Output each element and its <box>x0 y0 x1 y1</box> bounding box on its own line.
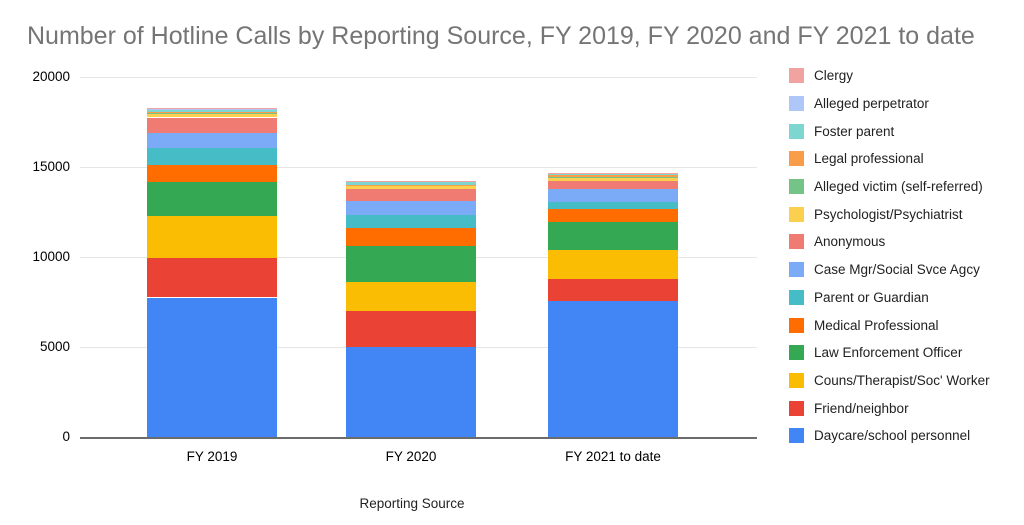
bar-segment-1-11[interactable] <box>346 181 476 185</box>
bar-segment-1-12[interactable] <box>346 181 476 182</box>
bar-segment-2-9[interactable] <box>548 177 678 178</box>
y-axis-tick-label: 10000 <box>32 249 70 264</box>
bar-segment-0-5[interactable] <box>147 148 277 165</box>
x-axis-title: Reporting Source <box>359 496 465 511</box>
legend-label: Couns/Therapist/Soc' Worker <box>814 372 990 388</box>
bar-segment-2-12[interactable] <box>548 173 678 174</box>
legend-swatch-icon <box>789 206 804 222</box>
legend-item[interactable]: Foster parent <box>789 117 990 145</box>
bar-segment-2-3[interactable] <box>548 222 678 251</box>
legend-item[interactable]: Clergy <box>789 62 990 90</box>
legend-swatch-icon <box>789 400 804 416</box>
x-axis-tick-label: FY 2021 to date <box>565 449 661 464</box>
legend-label: Daycare/school personnel <box>814 428 971 444</box>
bar-segment-1-5[interactable] <box>346 214 476 228</box>
legend-item[interactable]: Law Enforcement Officer <box>789 339 990 367</box>
legend-swatch-icon <box>789 345 804 361</box>
legend-swatch-icon <box>789 234 804 250</box>
legend-label: Clergy <box>814 68 854 84</box>
bar-segment-0-12[interactable] <box>147 108 277 110</box>
bar-segment-2-6[interactable] <box>548 188 678 202</box>
bar-segment-0-4[interactable] <box>147 165 277 182</box>
bar-segment-2-4[interactable] <box>548 209 678 223</box>
y-axis-tick-label: 20000 <box>32 69 70 84</box>
bar-segment-2-7[interactable] <box>548 180 678 189</box>
bar-segment-0-13[interactable] <box>147 108 277 109</box>
bar-segment-2-13[interactable] <box>548 172 678 174</box>
bar-segment-2-5[interactable] <box>548 201 678 210</box>
bar-segment-1-2[interactable] <box>346 282 476 311</box>
legend-label: Friend/neighbor <box>814 400 909 416</box>
bar-segment-2-0[interactable] <box>548 301 678 437</box>
bar-segment-1-0[interactable] <box>346 347 476 437</box>
x-axis-line <box>80 437 757 439</box>
legend-label: Foster parent <box>814 123 895 139</box>
legend-item[interactable]: Friend/neighbor <box>789 394 990 422</box>
legend-item[interactable]: Alleged victim (self-referred) <box>789 173 990 201</box>
legend-item[interactable]: Medical Professional <box>789 311 990 339</box>
bar-segment-2-2[interactable] <box>548 250 678 279</box>
bar-segment-2-10[interactable] <box>548 174 678 178</box>
y-axis-tick-label: 15000 <box>32 159 70 174</box>
legend-label: Psychologist/Psychiatrist <box>814 206 963 222</box>
bar-segment-1-8[interactable] <box>346 185 476 189</box>
legend-label: Medical Professional <box>814 317 939 333</box>
y-axis-tick-label: 0 <box>62 429 70 444</box>
legend-label: Law Enforcement Officer <box>814 345 963 361</box>
y-axis-tick-label: 5000 <box>39 339 70 354</box>
legend-label: Alleged perpetrator <box>814 96 929 112</box>
legend-label: Parent or Guardian <box>814 289 929 305</box>
bar-segment-1-4[interactable] <box>346 228 476 247</box>
legend-label: Legal professional <box>814 151 924 167</box>
bar-segment-2-11[interactable] <box>548 173 678 175</box>
legend-label: Case Mgr/Social Svce Agcy <box>814 262 980 278</box>
bar-segment-0-3[interactable] <box>147 181 277 216</box>
legend-swatch-icon <box>789 151 804 167</box>
bar-segment-0-8[interactable] <box>147 113 277 118</box>
legend-item[interactable]: Couns/Therapist/Soc' Worker <box>789 367 990 395</box>
legend-item[interactable]: Parent or Guardian <box>789 284 990 312</box>
bar-segment-0-2[interactable] <box>147 215 277 258</box>
gridline <box>80 166 757 168</box>
chart-legend: Clergy Alleged perpetrator Foster parent Le… <box>789 62 990 450</box>
gridline <box>80 76 757 78</box>
legend-item[interactable]: Anonymous <box>789 228 990 256</box>
x-axis-tick-label: FY 2020 <box>385 449 437 464</box>
legend-swatch-icon <box>789 96 804 112</box>
legend-item[interactable]: Daycare/school personnel <box>789 422 990 450</box>
bar-segment-0-7[interactable] <box>147 117 277 134</box>
legend-label: Alleged victim (self-referred) <box>814 179 983 195</box>
legend-item[interactable]: Psychologist/Psychiatrist <box>789 200 990 228</box>
bar-segment-0-1[interactable] <box>147 257 277 298</box>
legend-swatch-icon <box>789 317 804 333</box>
bar-segment-0-9[interactable] <box>147 113 277 114</box>
legend-swatch-icon <box>789 68 804 84</box>
bar-segment-1-10[interactable] <box>346 184 476 186</box>
x-axis-tick-label: FY 2019 <box>186 449 238 464</box>
bar-segment-1-1[interactable] <box>346 311 476 347</box>
bar-segment-1-3[interactable] <box>346 246 476 283</box>
bar-segment-1-7[interactable] <box>346 188 476 201</box>
bar-segment-0-11[interactable] <box>147 109 277 113</box>
legend-label: Anonymous <box>814 234 886 250</box>
legend-swatch-icon <box>789 123 804 139</box>
bar-segment-1-13[interactable] <box>346 180 476 182</box>
bar-segment-2-8[interactable] <box>548 177 678 181</box>
chart-title: Number of Hotline Calls by Reporting Sou… <box>27 22 975 50</box>
bar-segment-0-6[interactable] <box>147 133 277 149</box>
legend-item[interactable]: Legal professional <box>789 145 990 173</box>
legend-swatch-icon <box>789 289 804 305</box>
bar-segment-0-10[interactable] <box>147 112 277 113</box>
legend-item[interactable]: Case Mgr/Social Svce Agcy <box>789 256 990 284</box>
bar-segment-2-1[interactable] <box>548 278 678 302</box>
legend-swatch-icon <box>789 262 804 278</box>
bar-segment-1-9[interactable] <box>346 185 476 186</box>
legend-swatch-icon <box>789 179 804 195</box>
legend-swatch-icon <box>789 428 804 444</box>
legend-item[interactable]: Alleged perpetrator <box>789 90 990 118</box>
bar-segment-1-6[interactable] <box>346 200 476 215</box>
legend-swatch-icon <box>789 372 804 388</box>
bar-segment-0-0[interactable] <box>147 297 277 437</box>
